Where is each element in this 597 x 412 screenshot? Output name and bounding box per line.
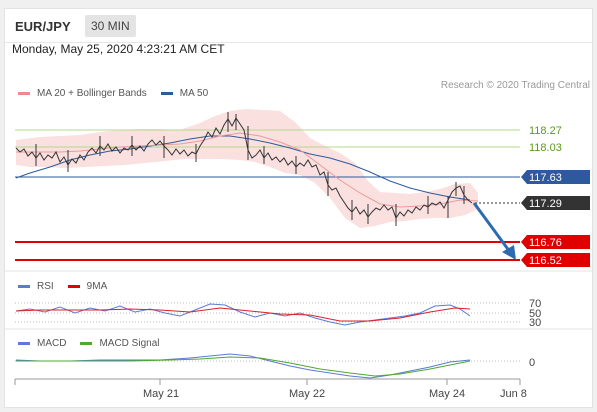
x-tick-may-24: May 24: [429, 388, 465, 400]
legend-rsi: RSI: [18, 281, 54, 292]
legend-rsi-9ma: 9MA: [67, 281, 108, 292]
macd-legend: MACD MACD Signal: [18, 338, 173, 349]
ma20-curve: [16, 132, 479, 208]
support-2-label: 116.52: [529, 255, 562, 267]
macd-zero-label: 0: [529, 357, 535, 369]
resistance-2-label: 118.27: [529, 125, 562, 137]
support-1-tag: 116.76: [521, 235, 590, 249]
legend-bollinger: MA 20 + Bollinger Bands: [18, 88, 147, 99]
legend-macd-signal-label: MACD Signal: [99, 338, 160, 349]
support-2-tag: 116.52: [521, 253, 590, 267]
current-price-label: 117.29: [529, 198, 562, 210]
legend-ma50: MA 50: [160, 88, 209, 99]
macd-signal-line: [16, 356, 471, 377]
ma50-price-tag: 117.63: [521, 170, 590, 184]
forecast-arrow: [472, 202, 516, 260]
chart-datetime: Monday, May 25, 2020 4:23:21 AM CET: [12, 42, 225, 56]
legend-macd-label: MACD: [37, 338, 67, 349]
current-price-tag: 117.29: [521, 196, 590, 210]
legend-ma50-label: MA 50: [179, 88, 209, 99]
x-tick-may-22: May 22: [289, 388, 325, 400]
macd-swatch: [18, 342, 30, 345]
rsi-pane: 70 50 30: [15, 298, 541, 329]
ma50-price-label: 117.63: [529, 172, 562, 184]
rsi-9ma-line: [15, 307, 471, 322]
rsi-50-label: 50: [529, 308, 541, 320]
x-axis: May 21 May 22 May 24 Jun 8: [14, 378, 527, 400]
bollinger-swatch: [18, 92, 30, 95]
macd-line: [15, 353, 471, 379]
timeframe-button[interactable]: 30 MIN: [85, 15, 136, 37]
legend-macd-signal: MACD Signal: [80, 338, 159, 349]
main-legend: MA 20 + Bollinger Bands MA 50: [18, 88, 222, 99]
x-tick-jun-8: Jun 8: [500, 388, 527, 400]
x-tick-may-21: May 21: [143, 388, 179, 400]
rsi-swatch: [18, 285, 30, 288]
research-credit: Research © 2020 Trading Central: [440, 80, 590, 91]
rsi-legend: RSI 9MA: [18, 281, 121, 292]
resistance-1-label: 118.03: [529, 142, 562, 154]
ma50-swatch: [160, 92, 173, 95]
price-candles: [15, 112, 473, 226]
chart-header: EUR/JPY 30 MIN: [5, 9, 592, 43]
rsi-line: [15, 303, 471, 326]
legend-rsi-9ma-label: 9MA: [86, 281, 108, 292]
symbol-title: EUR/JPY: [15, 19, 71, 34]
support-1-label: 116.76: [529, 237, 562, 249]
rsi-9ma-swatch: [67, 285, 80, 288]
legend-bollinger-label: MA 20 + Bollinger Bands: [37, 88, 147, 99]
macd-signal-swatch: [80, 342, 93, 345]
macd-pane: 0: [15, 353, 535, 379]
legend-rsi-label: RSI: [37, 281, 54, 292]
chart-widget: EUR/JPY 30 MIN: [4, 8, 593, 408]
rsi-70-label: 70: [529, 298, 541, 310]
legend-macd: MACD: [18, 338, 66, 349]
rsi-30-label: 30: [529, 317, 541, 329]
ma50-curve: [15, 135, 471, 201]
